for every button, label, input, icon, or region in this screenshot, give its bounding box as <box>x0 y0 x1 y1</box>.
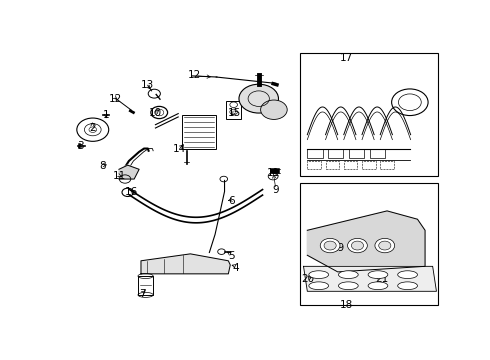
Ellipse shape <box>398 271 417 279</box>
Text: 17: 17 <box>340 53 353 63</box>
Text: 12: 12 <box>109 94 122 104</box>
Text: 8: 8 <box>99 161 105 171</box>
Text: 5: 5 <box>228 251 235 261</box>
Ellipse shape <box>309 271 329 279</box>
Text: 15: 15 <box>227 108 241 118</box>
Circle shape <box>324 241 336 250</box>
Text: 10: 10 <box>149 108 162 118</box>
Text: 6: 6 <box>228 195 235 206</box>
Bar <box>349 149 364 158</box>
Text: 12: 12 <box>188 70 201 80</box>
Bar <box>325 161 339 169</box>
Bar <box>370 149 385 158</box>
Text: 11: 11 <box>112 171 125 181</box>
Bar <box>344 161 358 169</box>
Bar <box>182 114 216 149</box>
Polygon shape <box>303 266 437 291</box>
Ellipse shape <box>368 271 388 279</box>
Bar <box>226 100 241 120</box>
Ellipse shape <box>339 271 358 279</box>
Text: 16: 16 <box>125 187 138 197</box>
Text: 4: 4 <box>233 263 239 273</box>
Bar <box>362 161 376 169</box>
Polygon shape <box>119 165 139 179</box>
Text: 1: 1 <box>103 110 109 120</box>
Ellipse shape <box>339 282 358 290</box>
Text: 9: 9 <box>272 185 279 195</box>
Bar <box>307 161 321 169</box>
Text: 21: 21 <box>375 274 389 284</box>
Text: 3: 3 <box>77 141 84 151</box>
Text: 11: 11 <box>267 168 281 179</box>
Circle shape <box>261 100 287 120</box>
Circle shape <box>375 238 394 253</box>
Bar <box>300 183 439 305</box>
Circle shape <box>379 241 391 250</box>
Polygon shape <box>307 211 425 272</box>
Bar <box>380 161 394 169</box>
Text: 13: 13 <box>141 80 154 90</box>
Circle shape <box>347 238 368 253</box>
Bar <box>307 149 322 158</box>
Text: 2: 2 <box>89 123 96 133</box>
Text: 19: 19 <box>332 243 345 253</box>
Circle shape <box>351 241 364 250</box>
Bar <box>328 149 343 158</box>
Text: 18: 18 <box>340 300 353 310</box>
Bar <box>138 276 153 295</box>
Ellipse shape <box>398 282 417 290</box>
Circle shape <box>320 238 340 253</box>
Bar <box>300 53 439 176</box>
Text: 14: 14 <box>172 144 186 154</box>
Polygon shape <box>141 254 230 274</box>
Text: 7: 7 <box>140 289 146 299</box>
Ellipse shape <box>368 282 388 290</box>
Circle shape <box>239 84 278 113</box>
Text: 20: 20 <box>301 274 314 284</box>
Ellipse shape <box>309 282 329 290</box>
